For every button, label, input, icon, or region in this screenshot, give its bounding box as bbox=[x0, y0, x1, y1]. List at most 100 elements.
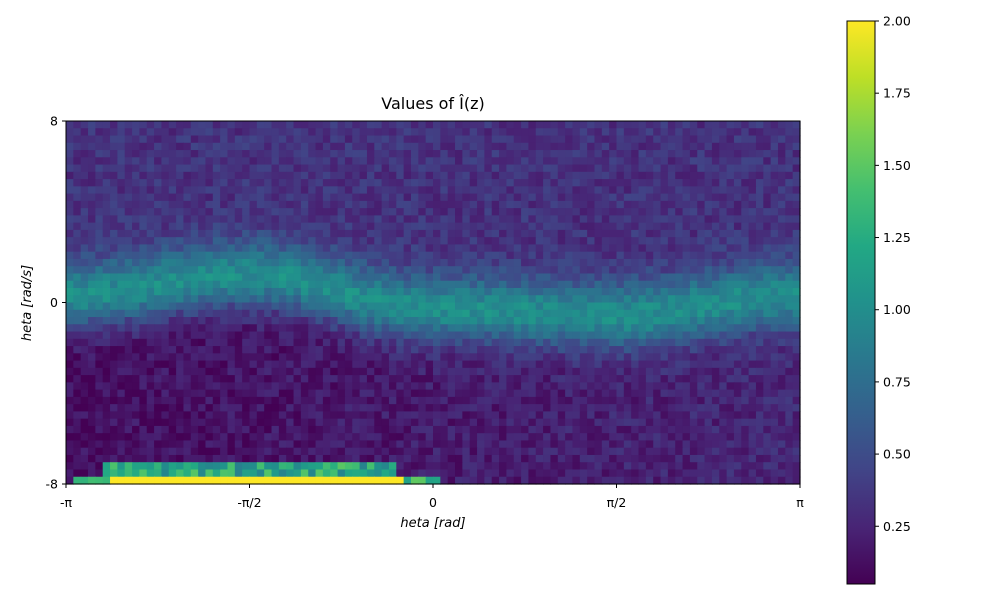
heatmap-cell bbox=[711, 346, 720, 354]
heatmap-cell bbox=[256, 121, 265, 129]
heatmap-cell bbox=[154, 266, 163, 275]
heatmap-cell bbox=[697, 251, 706, 260]
heatmap-cell bbox=[506, 179, 515, 187]
heatmap-cell bbox=[278, 447, 287, 456]
heatmap-cell bbox=[425, 396, 434, 405]
heatmap-cell bbox=[220, 476, 229, 485]
heatmap-cell bbox=[763, 193, 772, 202]
heatmap-cell bbox=[667, 135, 676, 144]
heatmap-cell bbox=[66, 164, 74, 173]
heatmap-cell bbox=[697, 411, 706, 420]
heatmap-cell bbox=[704, 418, 713, 427]
heatmap-cell bbox=[337, 404, 346, 412]
heatmap-cell bbox=[623, 389, 632, 398]
heatmap-cell bbox=[469, 193, 478, 202]
heatmap-cell bbox=[73, 476, 82, 485]
heatmap-cell bbox=[110, 171, 118, 180]
heatmap-cell bbox=[425, 454, 434, 463]
heatmap-cell bbox=[704, 382, 713, 391]
heatmap-cell bbox=[733, 404, 742, 412]
heatmap-cell bbox=[462, 164, 471, 173]
heatmap-cell bbox=[396, 128, 405, 137]
heatmap-cell bbox=[455, 309, 463, 318]
heatmap-cell bbox=[198, 418, 207, 427]
heatmap-cell bbox=[242, 200, 251, 209]
heatmap-cell bbox=[675, 164, 684, 173]
heatmap-cell bbox=[697, 193, 706, 202]
heatmap-cell bbox=[733, 389, 742, 398]
heatmap-cell bbox=[440, 353, 449, 362]
heatmap-cell bbox=[711, 389, 720, 398]
heatmap-cell bbox=[601, 171, 610, 180]
heatmap-cell bbox=[587, 353, 596, 362]
heatmap-cell bbox=[293, 287, 302, 296]
heatmap-cell bbox=[234, 309, 243, 318]
heatmap-cell bbox=[565, 258, 574, 267]
heatmap-cell bbox=[609, 237, 618, 246]
heatmap-cell bbox=[95, 273, 104, 282]
heatmap-cell bbox=[770, 418, 779, 427]
heatmap-cell bbox=[161, 229, 170, 238]
heatmap-cell bbox=[557, 244, 566, 253]
heatmap-cell bbox=[719, 447, 728, 456]
heatmap-cell bbox=[337, 447, 346, 456]
heatmap-cell bbox=[344, 287, 353, 296]
heatmap-cell bbox=[205, 280, 214, 289]
heatmap-cell bbox=[80, 273, 89, 282]
heatmap-cell bbox=[403, 237, 412, 246]
heatmap-cell bbox=[477, 280, 485, 289]
heatmap-cell bbox=[484, 353, 493, 362]
heatmap-cell bbox=[631, 338, 640, 347]
heatmap-cell bbox=[344, 309, 353, 318]
heatmap-cell bbox=[374, 447, 383, 456]
heatmap-cell bbox=[572, 287, 581, 296]
heatmap-cell bbox=[726, 229, 735, 238]
heatmap-cell bbox=[447, 222, 456, 231]
heatmap-cell bbox=[73, 317, 82, 325]
heatmap-cell bbox=[425, 375, 434, 383]
heatmap-cell bbox=[161, 200, 170, 209]
heatmap-cell bbox=[132, 164, 140, 173]
heatmap-cell bbox=[550, 215, 559, 224]
heatmap-cell bbox=[506, 411, 515, 420]
heatmap-cell bbox=[557, 135, 566, 144]
heatmap-cell bbox=[80, 404, 89, 412]
heatmap-cell bbox=[425, 193, 434, 202]
heatmap-cell bbox=[777, 447, 786, 456]
heatmap-cell bbox=[110, 462, 118, 471]
heatmap-cell bbox=[631, 447, 640, 456]
heatmap-cell bbox=[73, 411, 82, 420]
heatmap-cell bbox=[212, 244, 221, 253]
heatmap-cell bbox=[388, 142, 397, 151]
heatmap-cell bbox=[616, 186, 625, 195]
heatmap-cell bbox=[176, 396, 185, 405]
heatmap-cell bbox=[388, 454, 397, 463]
heatmap-cell bbox=[242, 324, 251, 333]
heatmap-cell bbox=[374, 244, 383, 253]
heatmap-cell bbox=[286, 404, 295, 412]
heatmap-cell bbox=[601, 266, 610, 275]
heatmap-cell bbox=[623, 171, 632, 180]
heatmap-cell bbox=[462, 258, 471, 267]
heatmap-cell bbox=[594, 462, 603, 471]
heatmap-cell bbox=[102, 396, 111, 405]
heatmap-cell bbox=[447, 338, 456, 347]
heatmap-cell bbox=[102, 411, 111, 420]
heatmap-cell bbox=[447, 287, 456, 296]
heatmap-cell bbox=[653, 295, 662, 304]
heatmap-cell bbox=[447, 251, 456, 260]
heatmap-cell bbox=[587, 193, 596, 202]
heatmap-cell bbox=[506, 164, 515, 173]
heatmap-cell bbox=[308, 295, 317, 304]
heatmap-cell bbox=[462, 317, 471, 325]
heatmap-cell bbox=[132, 237, 140, 246]
heatmap-cell bbox=[102, 258, 111, 267]
heatmap-cell bbox=[741, 229, 750, 238]
heatmap-cell bbox=[344, 280, 353, 289]
heatmap-cell bbox=[95, 396, 104, 405]
heatmap-cell bbox=[190, 317, 199, 325]
heatmap-cell bbox=[256, 157, 265, 166]
heatmap-cell bbox=[579, 447, 588, 456]
heatmap-cell bbox=[176, 251, 185, 260]
heatmap-cell bbox=[183, 331, 192, 340]
